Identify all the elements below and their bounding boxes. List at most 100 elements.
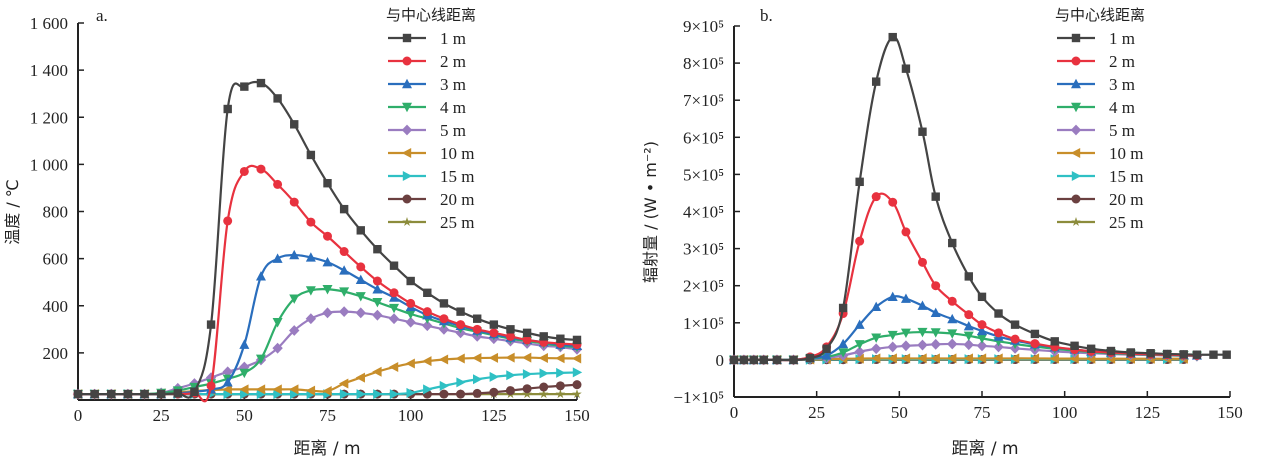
data-point-a [256, 271, 266, 280]
x-tick-label-b: 150 [1217, 403, 1243, 422]
legend-item-b: 3 m [1057, 75, 1135, 94]
legend-marker-a [403, 195, 412, 204]
data-point-a [440, 299, 448, 307]
legend-item-b: 4 m [1057, 98, 1135, 117]
data-point-b [1163, 350, 1171, 358]
data-point-a [523, 329, 531, 337]
data-point-a [290, 198, 299, 207]
data-point-a [239, 339, 249, 348]
data-point-b [931, 281, 940, 290]
data-point-a [539, 353, 548, 363]
data-point-a [522, 353, 531, 363]
data-point-a [556, 381, 565, 390]
data-point-b [730, 356, 738, 364]
legend-marker-b [1071, 148, 1080, 158]
data-point-a [473, 315, 481, 323]
data-point-a [390, 261, 398, 269]
data-point-a [556, 368, 565, 378]
legend-item-a: 4 m [388, 98, 466, 117]
legend-label-b: 10 m [1109, 144, 1143, 163]
y-tick-label-b: 4×10⁵ [683, 203, 724, 222]
y-tick-label-a: 1 000 [30, 155, 68, 174]
legend-marker-b [1071, 125, 1081, 136]
x-tick-label-a: 150 [564, 406, 590, 425]
data-point-a [456, 320, 465, 329]
data-point-b [1193, 351, 1201, 359]
legend-label-a: 2 m [440, 52, 466, 71]
data-point-a [572, 354, 581, 364]
data-point-b [789, 356, 797, 364]
y-tick-label-b: 6×10⁵ [683, 128, 724, 147]
data-point-b [760, 356, 768, 364]
data-point-a [573, 380, 582, 389]
data-point-b [839, 304, 847, 312]
data-point-a [372, 367, 381, 377]
data-point-b [932, 192, 940, 200]
legend-label-a: 20 m [440, 190, 474, 209]
data-point-b [1087, 345, 1095, 353]
series-line-b [734, 37, 1227, 360]
data-point-a [273, 94, 281, 102]
data-point-a [256, 165, 265, 174]
data-point-a [423, 307, 432, 316]
data-point-a [273, 318, 283, 327]
data-point-a [124, 390, 132, 398]
data-point-a [372, 310, 382, 321]
data-point-a [456, 377, 465, 387]
x-tick-label-a: 100 [398, 406, 424, 425]
series-group-b [729, 33, 1231, 365]
data-point-a [489, 328, 498, 337]
legend-marker-a [403, 57, 412, 66]
series-line-a [78, 312, 577, 395]
data-point-b [855, 178, 863, 186]
data-point-a [306, 313, 316, 324]
legend-label-b: 1 m [1109, 29, 1135, 48]
data-point-a [257, 79, 265, 87]
data-point-a [224, 105, 232, 113]
data-point-a [473, 374, 482, 384]
data-point-a [306, 218, 315, 227]
data-point-a [356, 307, 366, 318]
data-point-b [917, 340, 927, 351]
y-tick-label-a: 1 400 [30, 61, 68, 80]
data-point-a [273, 253, 283, 262]
data-point-a [422, 356, 431, 366]
data-point-a [190, 388, 198, 396]
x-tick-label-b: 50 [891, 403, 908, 422]
data-point-a [489, 353, 498, 363]
legend-label-a: 25 m [440, 213, 474, 232]
data-point-b [1209, 351, 1217, 359]
legend-marker-b [1072, 57, 1081, 66]
data-point-b [889, 33, 897, 41]
x-tick-label-a: 125 [481, 406, 507, 425]
data-point-a [506, 370, 515, 380]
legend-title-b: 与中心线距离 [1055, 6, 1145, 24]
data-point-a [573, 336, 581, 344]
x-tick-label-a: 25 [153, 406, 170, 425]
data-point-a [573, 367, 582, 377]
data-point-b [1031, 330, 1039, 338]
series-line-a [78, 289, 577, 394]
legend-item-a: 10 m [388, 144, 474, 163]
data-point-a [207, 320, 215, 328]
legend-item-b: 2 m [1057, 52, 1135, 71]
data-point-a [389, 362, 398, 372]
data-point-b [1107, 347, 1115, 355]
data-point-a [540, 332, 548, 340]
legend-label-a: 10 m [440, 144, 474, 163]
legend-label-b: 4 m [1109, 98, 1135, 117]
data-point-a [223, 216, 232, 225]
data-point-a [373, 277, 382, 286]
series-a-4m [73, 285, 582, 399]
legend-label-b: 25 m [1109, 213, 1143, 232]
series-group-a [73, 79, 582, 401]
legend-item-a: 1 m [388, 29, 466, 48]
y-tick-label-b: 1×10⁵ [683, 314, 724, 333]
data-point-a [107, 390, 115, 398]
data-point-a [290, 120, 298, 128]
legend-item-b: 10 m [1057, 144, 1143, 163]
